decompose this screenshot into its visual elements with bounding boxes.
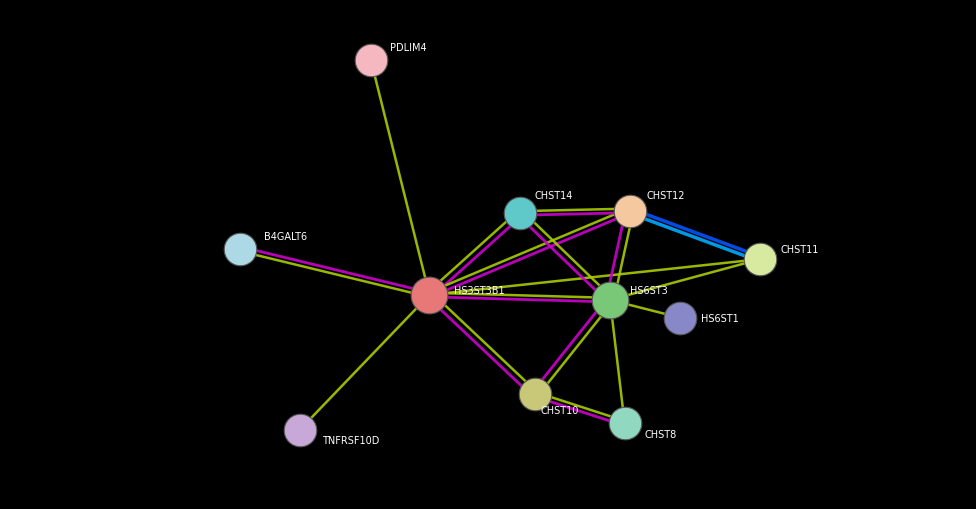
Text: CHST8: CHST8: [644, 429, 676, 439]
Point: [617, 419, 632, 428]
Text: HS6ST1: HS6ST1: [701, 313, 739, 323]
Text: CHST14: CHST14: [535, 191, 573, 201]
Point: [622, 207, 637, 215]
Point: [363, 57, 379, 65]
Text: TNFRSF10D: TNFRSF10D: [322, 435, 380, 445]
Point: [232, 245, 248, 253]
Text: HS6ST3: HS6ST3: [630, 285, 668, 295]
Text: CHST10: CHST10: [541, 405, 579, 415]
Point: [672, 314, 688, 322]
Text: HS3ST3B1: HS3ST3B1: [454, 285, 505, 295]
Point: [527, 390, 543, 399]
Text: CHST12: CHST12: [646, 191, 684, 201]
Text: PDLIM4: PDLIM4: [390, 43, 427, 53]
Text: B4GALT6: B4GALT6: [264, 232, 306, 242]
Point: [752, 256, 768, 264]
Text: CHST11: CHST11: [781, 244, 819, 254]
Point: [422, 291, 437, 299]
Point: [512, 210, 528, 218]
Point: [602, 296, 618, 304]
Point: [292, 426, 307, 434]
